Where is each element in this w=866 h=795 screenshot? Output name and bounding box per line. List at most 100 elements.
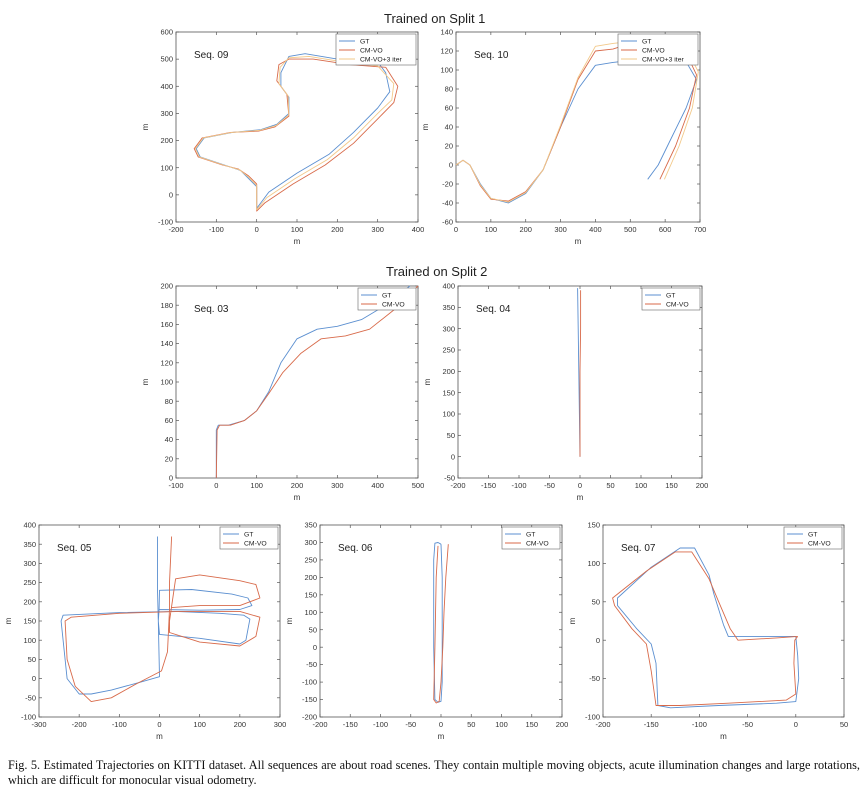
x-tick-label: -150 [343,720,358,729]
y-tick-label: 0 [169,474,173,483]
y-tick-label: 20 [445,142,453,151]
x-tick-label: -100 [692,720,707,729]
legend-label: CM-VO [382,302,405,309]
x-tick-label: -200 [72,720,87,729]
x-tick-label: 0 [439,720,443,729]
x-tick-label: -150 [644,720,659,729]
x-axis-label: m [438,732,445,741]
series-line-gt [195,53,391,209]
x-tick-label: -100 [209,225,224,234]
y-tick-label: 250 [23,578,36,587]
y-axis-label: m [141,378,150,385]
legend-label: CM-VO+3 iter [360,57,402,64]
y-axis-label: m [568,617,577,624]
x-tick-label: 300 [331,481,344,490]
x-tick-label: 600 [659,225,672,234]
legend-label: GT [642,39,651,46]
y-tick-label: 100 [23,636,36,645]
x-tick-label: 300 [371,225,384,234]
y-tick-label: 40 [165,435,173,444]
y-tick-label: 150 [23,617,36,626]
x-tick-label: -100 [373,720,388,729]
x-tick-label: 50 [840,720,848,729]
series-line-cm-vo [193,58,399,212]
y-tick-label: -60 [442,218,453,227]
y-tick-label: 200 [442,367,455,376]
y-tick-label: 50 [28,655,36,664]
y-tick-label: 120 [440,47,453,56]
y-tick-label: -150 [302,695,317,704]
y-axis-label: m [285,617,294,624]
legend-label: CM-VO [360,48,383,55]
series-line-cm-vo [612,551,799,706]
chart-title: Seq. 05 [57,543,92,554]
x-tick-label: 300 [274,720,287,729]
y-tick-label: 80 [445,85,453,94]
y-tick-label: 0 [313,643,317,652]
x-tick-label: 700 [694,225,707,234]
x-tick-label: 400 [371,481,384,490]
y-tick-label: 120 [160,358,173,367]
y-axis-label: m [423,378,432,385]
chart-title: Seq. 10 [474,50,509,61]
y-tick-label: 350 [23,540,36,549]
chart-2: -100 0 100 200 300 400 50002040608010012014016… [141,282,424,502]
x-tick-label: 0 [214,481,218,490]
x-tick-label: -200 [168,225,183,234]
y-tick-label: 0 [169,190,173,199]
series-line-cm-vo [64,536,261,703]
axes-box [602,524,845,718]
y-tick-label: 350 [304,521,317,530]
x-tick-label: 150 [525,720,538,729]
y-tick-label: -40 [442,199,453,208]
y-tick-label: 500 [160,55,173,64]
y-tick-label: -200 [302,713,317,722]
y-tick-label: 200 [23,597,36,606]
x-tick-label: -50 [544,481,555,490]
legend-label: CM-VO [808,541,831,548]
y-tick-label: 300 [23,559,36,568]
y-tick-label: 100 [160,163,173,172]
y-tick-label: 250 [304,556,317,565]
x-axis-label: m [156,732,163,741]
x-tick-label: 400 [412,225,425,234]
x-tick-label: 0 [794,720,798,729]
chart-6: -200 -150 -100 -50 0 50 -100 -50 0 50 100 150 m m Seq.… [568,521,848,741]
x-tick-label: 200 [331,225,344,234]
y-tick-label: 0 [449,161,453,170]
y-tick-label: 80 [165,397,173,406]
y-tick-label: 400 [160,82,173,91]
x-tick-label: 500 [624,225,637,234]
x-tick-label: 150 [665,481,678,490]
chart-title: Seq. 06 [338,543,373,554]
section-title-split2: Trained on Split 2 [386,264,488,279]
y-tick-label: 60 [165,416,173,425]
y-tick-label: 250 [442,346,455,355]
y-tick-label: 200 [304,573,317,582]
chart-5: -200 -150 -100 -50 0 50 100 150 200 -200 -150 -100 -… [285,521,568,741]
x-tick-label: -200 [595,720,610,729]
x-tick-label: 100 [495,720,508,729]
x-axis-label: m [577,493,584,502]
series-line-cm-vo [455,39,697,202]
y-tick-label: -100 [302,678,317,687]
legend-label: GT [382,293,391,300]
x-tick-label: 200 [234,720,247,729]
series-line-cm-vo [433,544,449,704]
legend-label: CM-VO [642,48,665,55]
legend-label: CM-VO [526,541,549,548]
y-tick-label: -50 [306,660,317,669]
legend-label: GT [808,532,817,539]
x-axis-label: m [294,493,301,502]
y-tick-label: -50 [25,693,36,702]
y-tick-label: -50 [589,674,600,683]
x-tick-label: 100 [250,481,263,490]
x-tick-label: 200 [519,225,532,234]
y-tick-label: 300 [442,324,455,333]
x-axis-label: m [575,237,582,246]
x-tick-label: -50 [742,720,753,729]
trajectory-figure: -200 -100 0 100 200 300 400-100010020030040050… [4,28,848,741]
y-tick-label: 300 [160,109,173,118]
x-tick-label: -200 [312,720,327,729]
y-tick-label: 20 [165,454,173,463]
